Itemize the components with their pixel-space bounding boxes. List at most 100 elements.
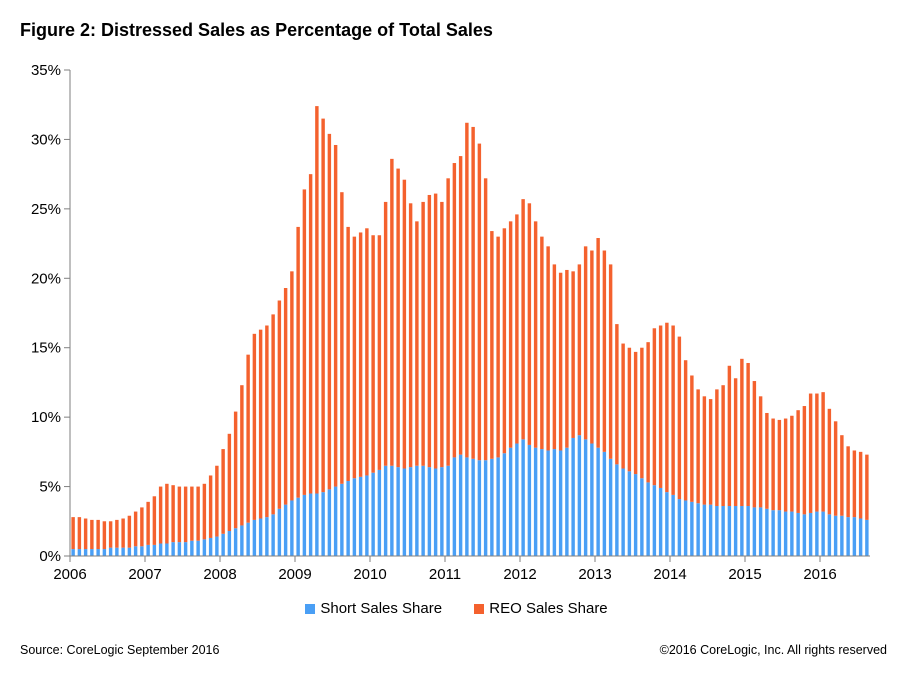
bar-reo-sales xyxy=(71,517,75,550)
bar-short-sales xyxy=(271,514,275,556)
bar-reo-sales xyxy=(315,106,319,494)
bar-short-sales xyxy=(246,522,250,556)
bar-short-sales xyxy=(233,528,238,556)
bar-reo-sales xyxy=(752,381,757,508)
bar-short-sales xyxy=(752,507,757,556)
bar-short-sales xyxy=(427,467,432,556)
bar-reo-sales xyxy=(596,238,600,448)
bar-reo-sales xyxy=(577,264,582,436)
bar-reo-sales xyxy=(415,221,419,466)
bar-short-sales xyxy=(533,447,538,556)
y-tick-label: 10% xyxy=(31,409,61,426)
legend-swatch-short-sales xyxy=(305,603,316,614)
bar-reo-sales xyxy=(271,314,275,515)
bar-reo-sales xyxy=(427,194,432,468)
bar-short-sales xyxy=(471,458,475,556)
bar-reo-sales xyxy=(490,231,494,459)
bar-reo-sales xyxy=(115,519,119,548)
bar-short-sales xyxy=(858,518,863,556)
bar-reo-sales xyxy=(790,415,794,512)
bar-short-sales xyxy=(527,444,532,556)
y-tick-label: 15% xyxy=(31,340,61,357)
bar-short-sales xyxy=(490,458,494,556)
x-tick-label: 2009 xyxy=(278,566,311,583)
bar-short-sales xyxy=(152,544,157,556)
bar-reo-sales xyxy=(358,232,363,477)
bar-short-sales xyxy=(502,453,507,556)
bar-short-sales xyxy=(133,546,138,556)
bar-reo-sales xyxy=(121,518,125,548)
bar-reo-sales xyxy=(346,226,350,482)
bar-reo-sales xyxy=(158,486,163,544)
bar-short-sales xyxy=(221,533,225,556)
bar-short-sales xyxy=(146,544,150,556)
bar-reo-sales xyxy=(615,324,619,465)
bar-reo-sales xyxy=(540,236,544,450)
bar-reo-sales xyxy=(771,418,775,511)
bar-short-sales xyxy=(458,454,463,556)
bar-short-sales xyxy=(577,435,582,556)
bar-reo-sales xyxy=(865,454,869,520)
bar-reo-sales xyxy=(102,521,107,550)
bar-short-sales xyxy=(621,468,625,556)
bar-reo-sales xyxy=(458,156,463,455)
bar-reo-sales xyxy=(833,421,838,516)
bar-reo-sales xyxy=(621,343,625,469)
bar-short-sales xyxy=(402,468,407,556)
bar-reo-sales xyxy=(377,235,382,470)
x-tick-label: 2016 xyxy=(803,566,836,583)
bar-reo-sales xyxy=(483,178,488,461)
bar-reo-sales xyxy=(740,358,744,507)
bar-short-sales xyxy=(440,467,444,556)
bar-reo-sales xyxy=(177,486,182,543)
x-tick-label: 2014 xyxy=(653,566,686,583)
bar-short-sales xyxy=(127,547,132,556)
bar-short-sales xyxy=(265,517,269,556)
bar-short-sales xyxy=(708,504,713,556)
bar-reo-sales xyxy=(846,446,850,518)
bar-short-sales xyxy=(815,511,819,556)
bar-reo-sales xyxy=(290,271,294,501)
bar-short-sales xyxy=(196,540,200,556)
bar-reo-sales xyxy=(390,158,394,466)
bar-reo-sales xyxy=(246,354,250,523)
bar-short-sales xyxy=(658,487,663,556)
source-note: Source: CoreLogic September 2016 xyxy=(20,643,220,657)
bar-short-sales xyxy=(308,493,313,556)
bar-short-sales xyxy=(833,515,838,556)
bar-reo-sales xyxy=(152,496,157,545)
y-axis-gridlines xyxy=(64,69,70,557)
bar-short-sales xyxy=(840,515,844,556)
bar-short-sales xyxy=(165,543,169,556)
bar-reo-sales xyxy=(171,485,175,543)
legend-swatch-reo-sales xyxy=(474,603,485,614)
bar-reo-sales xyxy=(383,201,388,466)
bar-reo-sales xyxy=(352,236,357,479)
bar-short-sales xyxy=(596,447,600,556)
bar-short-sales xyxy=(515,443,519,556)
bar-reo-sales xyxy=(202,483,207,540)
bar-reo-sales xyxy=(340,192,344,484)
bar-reo-sales xyxy=(233,411,238,529)
bar-reo-sales xyxy=(371,235,375,473)
bar-reo-sales xyxy=(602,250,607,452)
y-tick-label: 35% xyxy=(31,62,61,79)
bar-reo-sales xyxy=(783,418,788,512)
bar-short-sales xyxy=(777,510,782,556)
x-tick-label: 2006 xyxy=(53,566,86,583)
bar-short-sales xyxy=(571,437,575,556)
bar-short-sales xyxy=(352,478,357,556)
bar-reo-sales xyxy=(240,385,244,526)
bar-short-sales xyxy=(371,472,375,556)
bar-short-sales xyxy=(227,531,232,556)
bar-short-sales xyxy=(583,439,588,556)
axes xyxy=(69,70,870,557)
bar-short-sales xyxy=(296,497,300,556)
bar-short-sales xyxy=(433,468,438,556)
bar-short-sales xyxy=(252,519,257,556)
bar-short-sales xyxy=(258,518,263,556)
bar-reo-sales xyxy=(296,226,300,498)
bar-reo-sales xyxy=(546,246,550,451)
bar-short-sales xyxy=(340,483,344,556)
stacked-bars xyxy=(71,106,869,556)
